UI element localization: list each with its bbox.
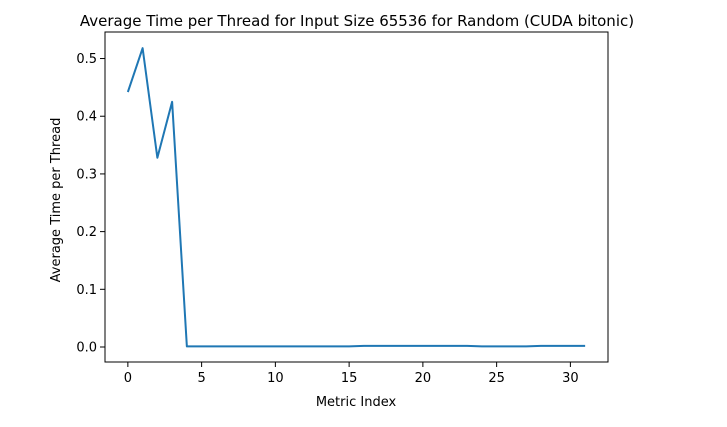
data-point (304, 345, 306, 347)
plot-area (104, 31, 609, 363)
data-point (215, 345, 217, 347)
x-tick-label: 15 (341, 371, 358, 386)
data-point (142, 47, 144, 49)
data-point (392, 345, 394, 347)
data-point (437, 345, 439, 347)
data-point (363, 345, 365, 347)
x-axis-label: Metric Index (316, 395, 397, 410)
y-tick-label: 0.1 (76, 283, 97, 298)
data-point (186, 345, 188, 347)
x-tick-label: 30 (562, 371, 579, 386)
data-point (230, 345, 232, 347)
x-tick-label: 25 (488, 371, 505, 386)
y-tick-label: 0.3 (76, 167, 97, 182)
data-point (540, 345, 542, 347)
data-point (201, 345, 203, 347)
x-tick-label: 0 (124, 371, 132, 386)
y-tick-label: 0.5 (76, 52, 97, 67)
data-point (319, 345, 321, 347)
data-point (407, 345, 409, 347)
chart-title: Average Time per Thread for Input Size 6… (80, 12, 634, 30)
data-point (481, 345, 483, 347)
data-point (171, 101, 173, 103)
y-axis-label: Average Time per Thread (49, 118, 64, 283)
data-point (156, 157, 158, 159)
data-point (260, 345, 262, 347)
data-point (245, 345, 247, 347)
data-point (348, 345, 350, 347)
y-tick-label: 0.2 (76, 225, 97, 240)
x-axis: 0 5 10 15 20 25 30 (124, 362, 579, 386)
y-tick-label: 0.4 (76, 110, 97, 125)
y-tick-label: 0.0 (76, 341, 97, 356)
data-point (127, 91, 129, 93)
data-point (451, 345, 453, 347)
data-point (496, 345, 498, 347)
data-point (274, 345, 276, 347)
data-point (510, 345, 512, 347)
data-point (569, 345, 571, 347)
data-point (422, 345, 424, 347)
data-point (466, 345, 468, 347)
data-point (525, 345, 527, 347)
data-point (378, 345, 380, 347)
data-point (584, 345, 586, 347)
data-point (555, 345, 557, 347)
y-axis: 0.0 0.1 0.2 0.3 0.4 0.5 (76, 52, 105, 356)
data-point (289, 345, 291, 347)
x-tick-label: 10 (267, 371, 284, 386)
x-tick-label: 20 (415, 371, 432, 386)
x-tick-label: 5 (197, 371, 205, 386)
series-layer (126, 47, 586, 348)
data-point (333, 345, 335, 347)
series-line (126, 47, 586, 348)
